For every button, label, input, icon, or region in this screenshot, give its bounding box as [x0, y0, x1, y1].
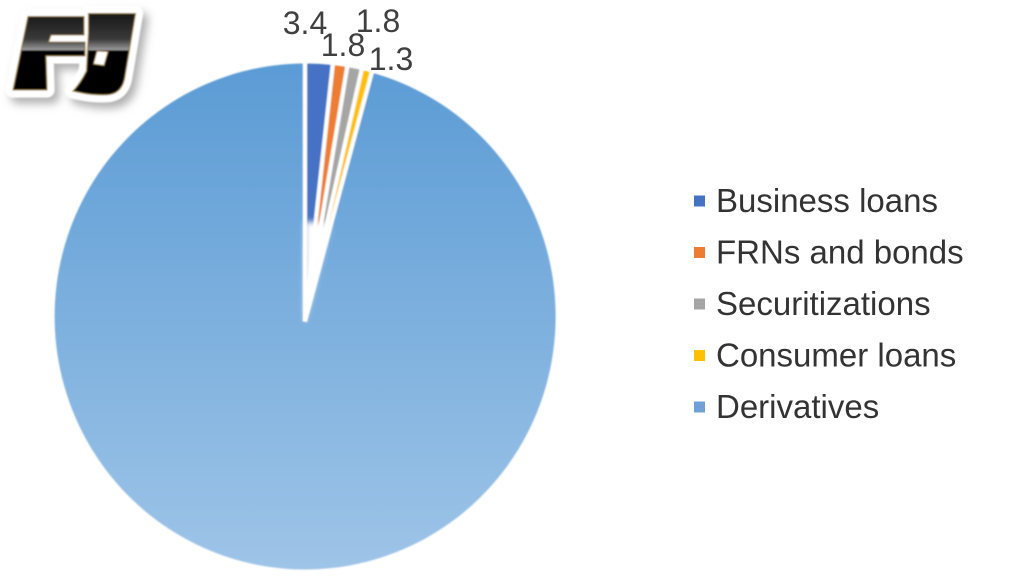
svg-text:1.8: 1.8 [321, 27, 365, 63]
svg-text:Consumer loans: Consumer loans [716, 337, 956, 374]
svg-text:FRNs and bonds: FRNs and bonds [716, 234, 964, 271]
svg-text:Securitizations: Securitizations [716, 285, 931, 322]
svg-text:Derivatives: Derivatives [716, 388, 879, 425]
svg-text:1.8: 1.8 [356, 3, 400, 39]
svg-text:Business loans: Business loans [716, 182, 938, 219]
svg-text:1.3: 1.3 [369, 41, 413, 77]
svg-text:3.4: 3.4 [283, 5, 327, 41]
